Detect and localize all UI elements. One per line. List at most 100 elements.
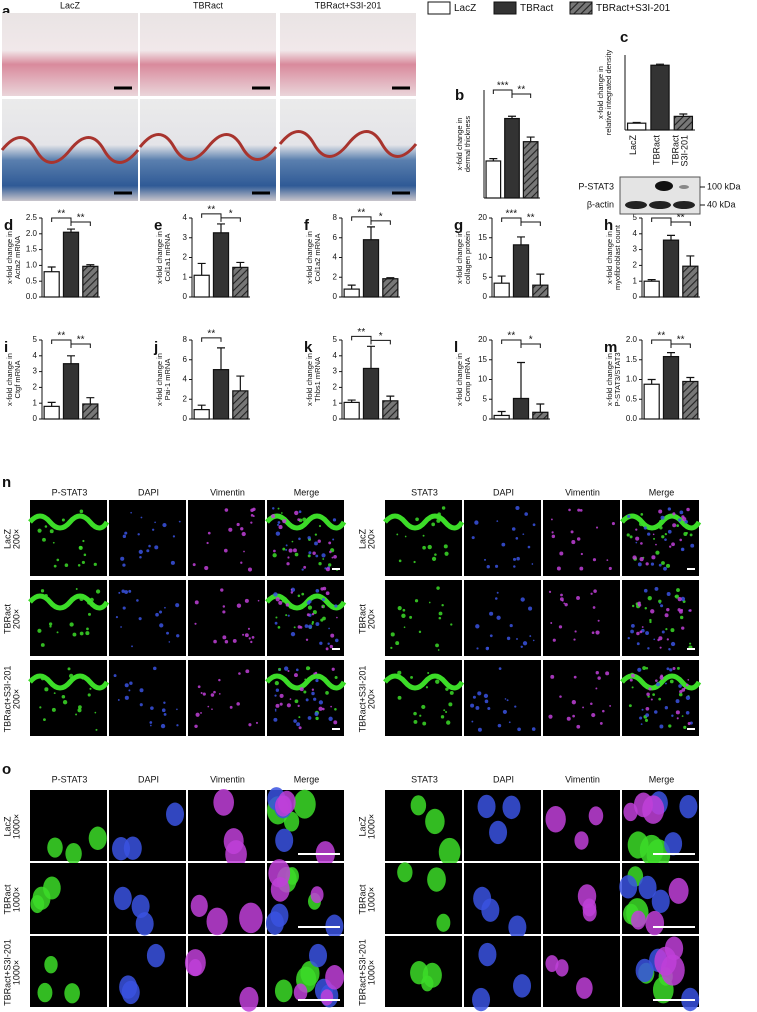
bar [662,239,680,298]
signal [277,790,296,814]
signal [304,624,309,628]
column-header: STAT3 [411,487,438,497]
signal [513,974,532,998]
signal [395,641,400,646]
signal [298,716,301,719]
signal [595,671,599,675]
micrograph-bg [188,580,265,656]
signal [334,604,338,608]
y-tick-label: 0 [333,292,338,301]
signal [37,982,53,1003]
bar [512,244,530,298]
y-tick-label: 1 [633,276,638,285]
signal [674,595,677,598]
signal [322,707,325,711]
signal [655,679,658,682]
signal [314,541,318,546]
signal [422,545,426,550]
signal [275,597,280,602]
signal [441,603,444,607]
micrograph [464,580,541,656]
signal [661,561,665,565]
signal [502,795,521,820]
signal [325,691,329,695]
micrograph [385,862,462,934]
signal [651,555,656,560]
panel-label: k [304,339,313,356]
signal [609,704,612,707]
signal [95,525,97,527]
signal [664,613,669,618]
signal [122,534,127,539]
signal [669,668,673,672]
signal [413,719,418,724]
signal [677,608,681,612]
y-axis-label: x-fold change in [155,353,164,406]
signal [296,722,301,727]
signal [333,720,338,725]
y-tick-label: 5 [33,335,38,344]
signal [53,564,57,568]
micrograph [188,863,265,936]
y-tick-label: 5 [633,213,638,222]
signal [398,559,402,563]
signal [150,706,154,710]
signal [115,616,119,619]
significance-bracket [520,343,541,348]
signal [194,724,198,729]
bar [343,288,360,298]
signal [69,622,74,627]
signal [522,641,528,646]
signal [572,714,575,718]
signal [317,539,321,543]
signal [328,627,330,630]
micrograph-bg [267,580,344,656]
signal [588,806,604,826]
significance-bracket [70,221,91,226]
signal [611,522,615,526]
signal [139,688,144,693]
signal [475,624,480,629]
signal [275,703,280,708]
column-header: Merge [294,774,320,784]
y-tick-label: 1.5 [626,355,638,364]
signal [330,633,335,638]
signal [436,586,440,590]
error-bar [86,397,95,404]
signal [47,837,63,858]
signal [200,692,203,695]
signal [325,965,345,990]
signal [315,716,319,721]
signal [278,600,283,605]
y-tick-label: 2 [33,383,38,392]
y-tick-label: 10 [478,253,487,262]
signal [397,695,402,700]
bar [682,265,699,298]
signal [397,670,402,675]
signal [168,641,171,643]
signal [244,598,249,603]
signal [595,687,598,690]
significance-bracket [351,216,372,221]
significance-label: ** [657,331,665,342]
signal [275,828,294,853]
signal [680,596,686,602]
signal [49,625,52,628]
signal [56,631,59,634]
signal [39,706,42,709]
signal [61,518,65,522]
signal [206,541,209,545]
epidermis [265,513,347,531]
signal [667,529,672,534]
panel-label: d [4,217,13,234]
signal [404,535,407,538]
panel-label: e [154,217,162,234]
signal [548,590,552,594]
signal [496,615,501,620]
signal [478,942,497,967]
signal [548,714,553,719]
signal [576,595,580,600]
y-tick-label: 0 [333,414,338,423]
error-bar [367,345,375,369]
micrograph [109,863,186,936]
